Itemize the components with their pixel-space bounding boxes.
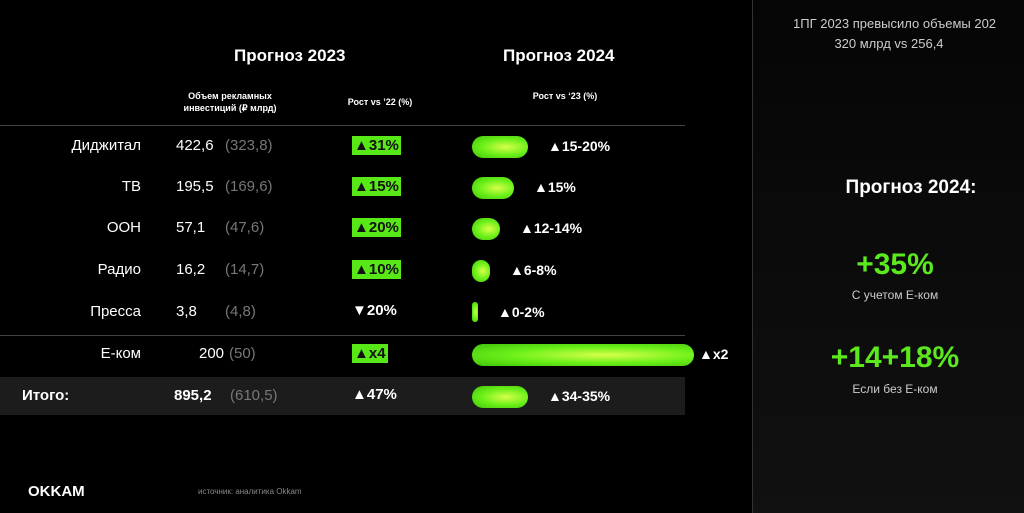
title-2024: Прогноз 2024 [503, 46, 615, 65]
side-value: +35% [856, 248, 934, 281]
side-title: Прогноз 2024: [845, 177, 977, 198]
growth-2023: ▲47% [352, 386, 397, 403]
rule [0, 335, 685, 336]
volume: 195,5 [176, 178, 214, 195]
rule [0, 125, 685, 126]
source: источник: аналитика Okkam [198, 487, 302, 496]
growth-bar [472, 136, 528, 158]
growth-2024: ▲15% [534, 179, 576, 195]
note: 320 млрд vs 256,4 [834, 36, 944, 51]
col-header: Рост vs ‘23 (%) [532, 91, 598, 101]
growth-2024: ▲15-20% [548, 138, 611, 154]
growth-2023: ▲10% [352, 260, 401, 279]
growth-2023: ▲31% [352, 136, 401, 155]
volume-prev: (169,6) [225, 178, 273, 195]
note: 1ПГ 2023 превысило объемы 202 [793, 16, 997, 31]
growth-bar [472, 218, 500, 240]
growth-2023: ▲x4 [352, 344, 388, 363]
growth-2023: ▲15% [352, 177, 401, 196]
growth-2024: ▲34-35% [548, 388, 611, 404]
side-caption: Если без Е-ком [852, 382, 938, 396]
growth-bar [472, 344, 694, 366]
growth-2024: ▲12-14% [520, 220, 583, 236]
volume: 3,8 [176, 303, 197, 320]
growth-bar [472, 302, 478, 322]
row-label: Е-ком [100, 345, 141, 362]
volume: 200 [199, 345, 225, 362]
row-label: ТВ [121, 178, 141, 195]
volume-prev: (47,6) [225, 219, 265, 236]
volume-prev: (50) [229, 345, 256, 362]
growth-2024: ▲0-2% [498, 304, 545, 320]
growth-2024: ▲6-8% [510, 262, 557, 278]
growth-bar [472, 386, 528, 408]
total-row-bg [0, 377, 685, 415]
volume: 422,6 [176, 137, 214, 154]
growth-bar [472, 260, 490, 282]
row-label: Пресса [90, 303, 141, 320]
growth-2023: ▲20% [352, 218, 401, 237]
growth-2024: ▲x2 [699, 346, 729, 362]
growth-2023: ▼20% [352, 302, 397, 319]
growth-bar [472, 177, 514, 199]
side-caption: С учетом Е-ком [851, 288, 939, 302]
col-header: Рост vs ’22 (%) [347, 97, 413, 107]
volume-prev: (323,8) [225, 137, 273, 154]
side-value: +14+18% [830, 341, 960, 374]
volume-prev: (14,7) [225, 261, 265, 278]
side-panel: 1ПГ 2023 превысило объемы 202 320 млрд v… [752, 0, 1024, 513]
volume-prev: (4,8) [225, 303, 256, 320]
row-label: Итого: [22, 387, 70, 404]
logo: OKKAM [28, 483, 85, 500]
row-label: Радио [97, 261, 141, 278]
title-2023: Прогноз 2023 [234, 46, 346, 65]
volume: 57,1 [176, 219, 206, 236]
row-label: ООН [106, 219, 141, 236]
volume: 16,2 [176, 261, 206, 278]
volume-prev: (610,5) [230, 387, 278, 404]
col-header: Объем рекламных инвестиций (₽ млрд) [183, 91, 277, 113]
row-label: Диджитал [71, 137, 142, 154]
volume: 895,2 [174, 387, 212, 404]
